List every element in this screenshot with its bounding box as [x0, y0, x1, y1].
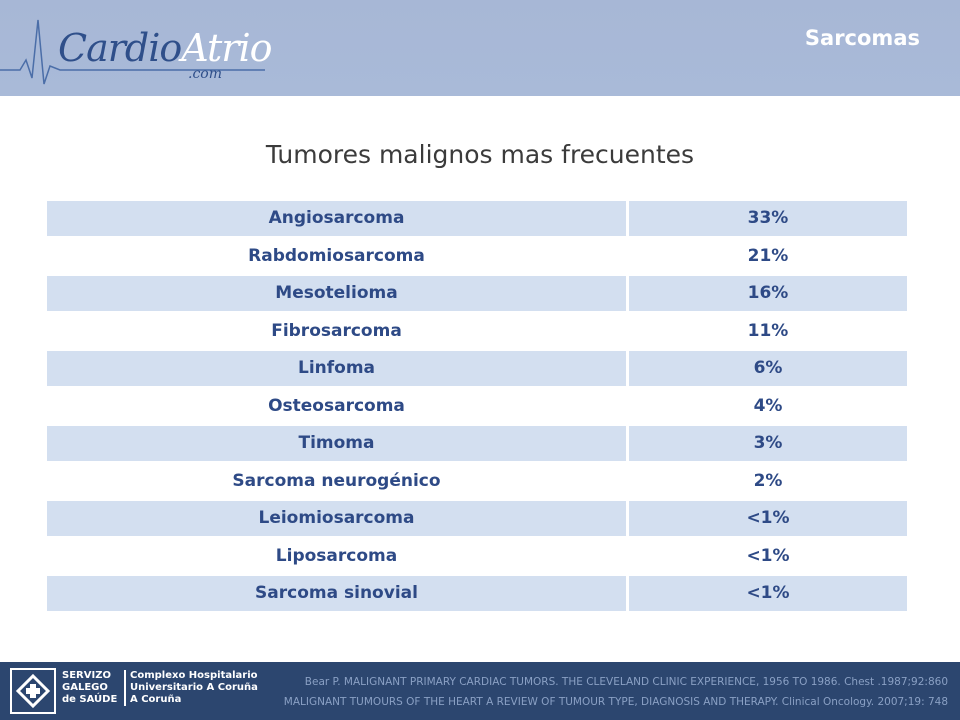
- table-row: Osteosarcoma 4%: [47, 387, 907, 425]
- tumor-percent-cell: 33%: [629, 201, 907, 237]
- cell-divider: [626, 574, 629, 612]
- tumor-name-cell: Sarcoma sinovial: [47, 574, 626, 612]
- cell-divider: [626, 424, 629, 462]
- table-row: Rabdomiosarcoma 21%: [47, 237, 907, 275]
- table-row: Linfoma 6%: [47, 349, 907, 387]
- tumor-name-cell: Osteosarcoma: [47, 387, 626, 425]
- tumor-name-cell: Fibrosarcoma: [47, 312, 626, 350]
- footer-bar: SERVIZO GALEGO de SAÚDE Complexo Hospita…: [0, 662, 960, 720]
- table-row: Timoma 3%: [47, 424, 907, 462]
- hospital-line-3: A Coruña: [130, 694, 182, 705]
- cell-divider: [626, 274, 629, 312]
- tumor-name-cell: Rabdomiosarcoma: [47, 237, 626, 275]
- reference-2: MALIGNANT TUMOURS OF THE HEART A REVIEW …: [283, 696, 948, 708]
- cell-divider: [626, 537, 629, 575]
- tumor-percent-cell: 11%: [629, 312, 907, 350]
- tumor-name-cell: Timoma: [47, 424, 626, 462]
- references: Bear P. MALIGNANT PRIMARY CARDIAC TUMORS…: [188, 672, 948, 712]
- header-bar: CardioAtrio .com Sarcomas: [0, 0, 960, 96]
- tumor-name-cell: Sarcoma neurogénico: [47, 462, 626, 500]
- logo-domain: .com: [188, 66, 222, 82]
- cell-divider: [626, 312, 629, 350]
- cell-divider: [626, 499, 629, 537]
- table-row: Liposarcoma <1%: [47, 537, 907, 575]
- reference-1: Bear P. MALIGNANT PRIMARY CARDIAC TUMORS…: [304, 676, 948, 688]
- table-row: Angiosarcoma 33%: [47, 201, 907, 237]
- tumor-percent-cell: <1%: [629, 574, 907, 612]
- tumor-percent-cell: 3%: [629, 424, 907, 462]
- table-row: Sarcoma neurogénico 2%: [47, 462, 907, 500]
- section-title: Sarcomas: [804, 26, 920, 50]
- table-row: Leiomiosarcoma <1%: [47, 499, 907, 537]
- table-row: Mesotelioma 16%: [47, 274, 907, 312]
- hospital-line-2: Universitario A Coruña: [130, 682, 258, 693]
- cell-divider: [626, 349, 629, 387]
- cell-divider: [626, 462, 629, 500]
- cell-divider: [626, 387, 629, 425]
- tumor-name-cell: Mesotelioma: [47, 274, 626, 312]
- cardioatrio-logo[interactable]: CardioAtrio .com: [0, 0, 273, 96]
- logo-wordmark: CardioAtrio: [58, 26, 273, 70]
- table-row: Fibrosarcoma 11%: [47, 312, 907, 350]
- tumor-name-cell: Angiosarcoma: [47, 201, 626, 237]
- sergas-line-2: GALEGO: [62, 682, 108, 693]
- table-row: Sarcoma sinovial <1%: [47, 574, 907, 612]
- sergas-label: SERVIZO GALEGO de SAÚDE: [62, 670, 117, 706]
- hospital-label: Complexo Hospitalario Universitario A Co…: [124, 670, 258, 706]
- tumor-table: Angiosarcoma 33% Rabdomiosarcoma 21% Mesotel…: [47, 201, 907, 614]
- tumor-percent-cell: 6%: [629, 349, 907, 387]
- cell-divider: [626, 201, 629, 237]
- tumor-name-cell: Linfoma: [47, 349, 626, 387]
- tumor-name-cell: Liposarcoma: [47, 537, 626, 575]
- hospital-line-1: Complexo Hospitalario: [130, 670, 258, 681]
- sergas-logo-icon: [10, 668, 56, 714]
- sergas-line-3: de SAÚDE: [62, 694, 118, 705]
- tumor-name-cell: Leiomiosarcoma: [47, 499, 626, 537]
- tumor-percent-cell: 2%: [629, 462, 907, 500]
- sergas-line-1: SERVIZO: [62, 670, 111, 681]
- page-title: Tumores malignos mas frecuentes: [265, 140, 695, 169]
- tumor-percent-cell: <1%: [629, 499, 907, 537]
- tumor-percent-cell: 4%: [629, 387, 907, 425]
- tumor-percent-cell: <1%: [629, 537, 907, 575]
- tumor-percent-cell: 21%: [629, 237, 907, 275]
- tumor-percent-cell: 16%: [629, 274, 907, 312]
- cell-divider: [626, 237, 629, 275]
- heartbeat-icon: [0, 19, 265, 85]
